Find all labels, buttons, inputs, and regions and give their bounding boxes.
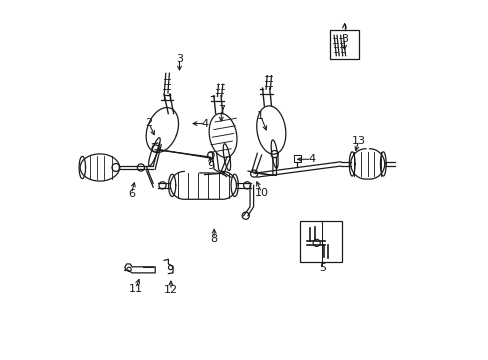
Text: 3: 3 [340,34,347,44]
Text: 9: 9 [206,161,214,171]
Text: 6: 6 [127,189,135,199]
Text: 12: 12 [163,285,178,295]
Text: 11: 11 [129,284,142,294]
Text: 4: 4 [201,118,208,129]
Text: 1: 1 [257,111,264,121]
Bar [299,221,342,262]
Text: 7: 7 [217,105,224,115]
Text: 4: 4 [307,154,315,164]
Text: 13: 13 [351,136,365,146]
Text: 8: 8 [210,234,217,244]
Text: 10: 10 [254,188,268,198]
Bar [329,30,358,59]
Text: 3: 3 [176,54,183,64]
Text: 5: 5 [318,263,325,273]
Text: 2: 2 [145,118,152,128]
